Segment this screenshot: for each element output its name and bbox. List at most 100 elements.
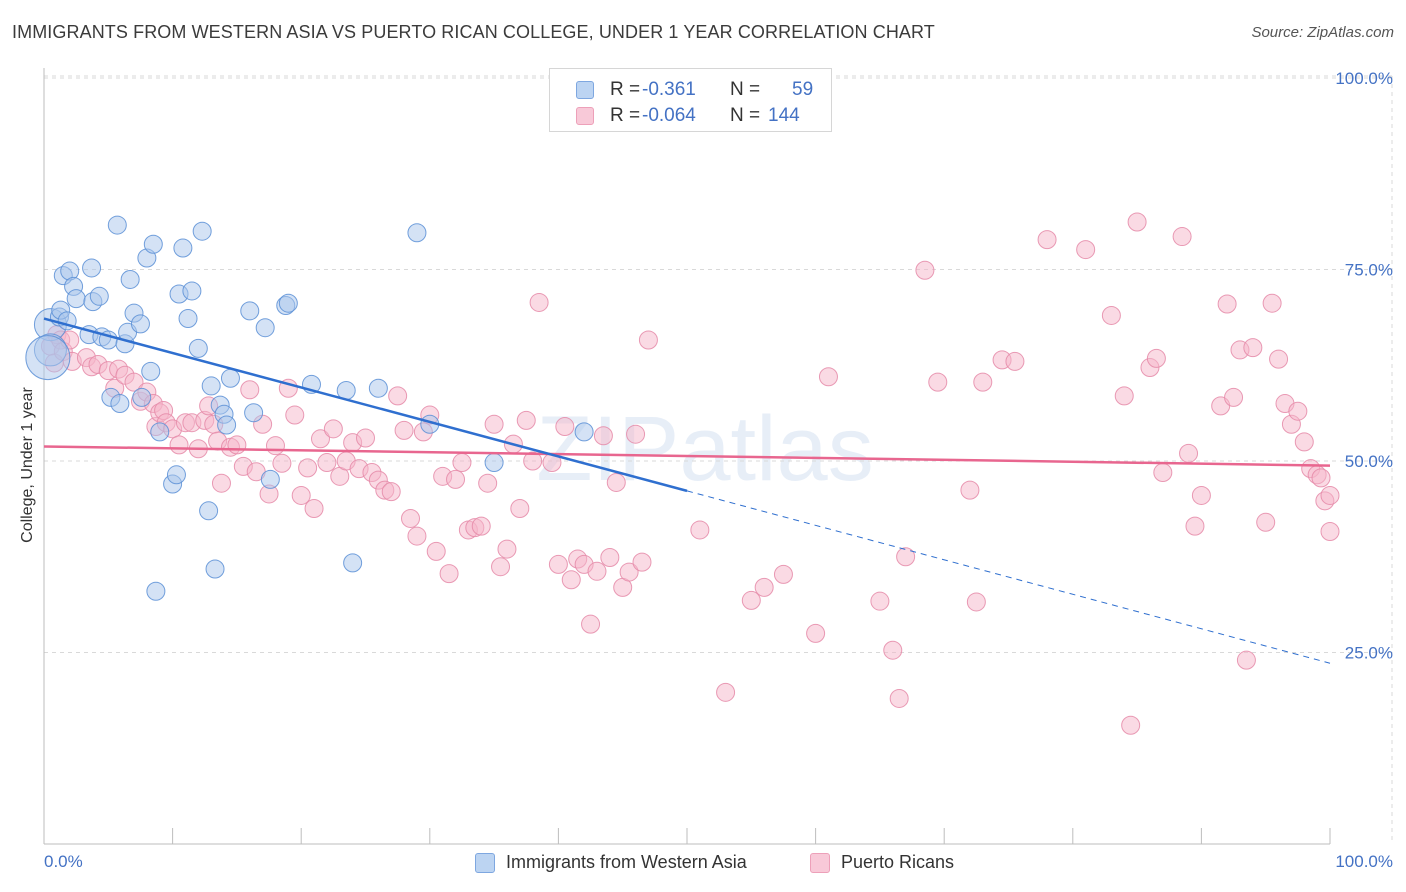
point-puerto-ricans <box>587 561 607 581</box>
point-puerto-ricans <box>632 552 652 572</box>
point-puerto-ricans <box>1179 443 1199 463</box>
point-western-asia <box>407 223 427 243</box>
point-puerto-ricans <box>896 547 916 567</box>
point-puerto-ricans <box>1146 348 1166 368</box>
point-puerto-ricans <box>446 469 466 489</box>
point-western-asia <box>484 453 504 473</box>
legend-r-value: -0.361 <box>642 79 696 100</box>
point-puerto-ricans <box>1076 240 1096 260</box>
point-puerto-ricans <box>1185 516 1205 536</box>
trend-line-puerto-ricans <box>43 445 1331 467</box>
point-puerto-ricans <box>600 548 620 568</box>
point-puerto-ricans <box>1288 401 1308 421</box>
point-puerto-ricans <box>806 623 826 643</box>
point-puerto-ricans <box>818 367 838 387</box>
point-western-asia <box>173 238 193 258</box>
point-puerto-ricans <box>1320 485 1340 505</box>
point-puerto-ricans <box>304 498 324 518</box>
point-puerto-ricans <box>960 480 980 500</box>
point-puerto-ricans <box>439 564 459 584</box>
point-western-asia <box>220 368 240 388</box>
point-puerto-ricans <box>484 414 504 434</box>
point-puerto-ricans <box>1236 650 1256 670</box>
point-western-asia <box>182 281 202 301</box>
point-puerto-ricans <box>227 435 247 455</box>
y-tick-labels: 25.0% 50.0% 75.0% 100.0% <box>1335 69 1393 663</box>
point-western-asia <box>107 215 127 235</box>
point-puerto-ricans <box>516 410 536 430</box>
point-puerto-ricans <box>317 453 337 473</box>
point-puerto-ricans <box>754 577 774 597</box>
y-tick-label: 100.0% <box>1335 69 1393 88</box>
point-puerto-ricans <box>471 516 491 536</box>
point-puerto-ricans <box>1191 485 1211 505</box>
point-puerto-ricans <box>523 451 543 471</box>
point-puerto-ricans <box>1224 387 1244 407</box>
trend-lines <box>43 317 1331 664</box>
point-puerto-ricans <box>1256 512 1276 532</box>
legend-row-puerto-ricans: R = -0.064 N = 144 <box>550 103 831 129</box>
point-puerto-ricans <box>606 472 626 492</box>
point-puerto-ricans <box>323 419 343 439</box>
point-western-asia <box>150 422 170 442</box>
point-puerto-ricans <box>169 435 189 455</box>
watermark: ZIPatlas <box>536 398 873 500</box>
point-western-asia <box>82 258 102 278</box>
point-puerto-ricans <box>638 330 658 350</box>
point-puerto-ricans <box>1269 349 1289 369</box>
y-tick-label: 50.0% <box>1345 452 1393 471</box>
series-puerto-ricans <box>40 212 1340 735</box>
point-puerto-ricans <box>741 590 761 610</box>
point-western-asia <box>66 289 86 309</box>
point-puerto-ricans <box>381 482 401 502</box>
legend-n-value: 59 <box>792 79 814 100</box>
point-puerto-ricans <box>426 541 446 561</box>
legend-r-value: -0.064 <box>642 105 696 126</box>
point-puerto-ricans <box>529 292 549 312</box>
point-puerto-ricans <box>272 453 292 473</box>
point-puerto-ricans <box>561 570 581 590</box>
point-puerto-ricans <box>1005 351 1025 371</box>
point-western-asia <box>178 309 198 329</box>
point-western-asia <box>255 318 275 338</box>
point-puerto-ricans <box>626 424 646 444</box>
x-tick-label-min: 0.0% <box>44 852 83 871</box>
point-puerto-ricans <box>1172 227 1192 247</box>
point-western-asia <box>188 338 208 358</box>
point-western-asia <box>201 376 221 396</box>
legend-swatch-blue <box>576 81 594 99</box>
point-puerto-ricans <box>1101 305 1121 325</box>
point-puerto-ricans <box>452 453 472 473</box>
point-puerto-ricans <box>497 539 517 559</box>
point-puerto-ricans <box>1127 212 1147 232</box>
point-puerto-ricans <box>401 508 421 528</box>
point-puerto-ricans <box>773 564 793 584</box>
point-puerto-ricans <box>407 526 427 546</box>
point-puerto-ricans <box>510 498 530 518</box>
point-puerto-ricans <box>265 436 285 456</box>
point-western-asia <box>240 301 260 321</box>
point-puerto-ricans <box>581 614 601 634</box>
legend-swatch-pink <box>576 107 594 125</box>
point-puerto-ricans <box>928 372 948 392</box>
point-puerto-ricans <box>966 592 986 612</box>
point-puerto-ricans <box>1262 293 1282 313</box>
point-puerto-ricans <box>1114 386 1134 406</box>
point-western-asia <box>192 221 212 241</box>
point-puerto-ricans <box>1037 230 1057 250</box>
point-western-asia <box>260 469 280 489</box>
legend-swatch-blue <box>475 853 495 873</box>
point-puerto-ricans <box>1153 462 1173 482</box>
point-puerto-ricans <box>1320 521 1340 541</box>
axes <box>43 68 1331 845</box>
point-puerto-ricans <box>593 426 613 446</box>
legend-swatch-pink <box>810 853 830 873</box>
legend-n-label: N = <box>730 105 761 126</box>
point-puerto-ricans <box>491 557 511 577</box>
point-puerto-ricans <box>298 458 318 478</box>
point-western-asia <box>278 293 298 313</box>
point-puerto-ricans <box>889 688 909 708</box>
point-western-asia <box>166 465 186 485</box>
point-western-asia <box>368 378 388 398</box>
point-western-asia <box>205 559 225 579</box>
